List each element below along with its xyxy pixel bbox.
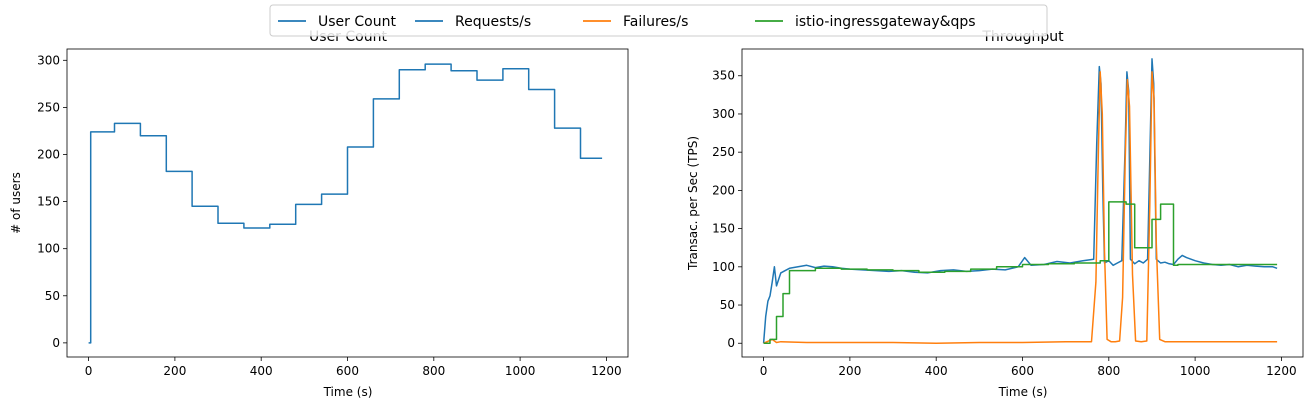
throughput-ytick-label: 100 bbox=[712, 260, 735, 274]
throughput-xtick-label: 0 bbox=[760, 364, 768, 378]
throughput-ytick-label: 0 bbox=[727, 336, 735, 350]
throughput-ylabel: Transac. per Sec (TPS) bbox=[686, 136, 700, 271]
user-count-ytick-label: 100 bbox=[37, 242, 60, 256]
throughput-series-requests-s bbox=[762, 58, 1278, 344]
user-count-ytick-label: 150 bbox=[37, 195, 60, 209]
user-count-xtick-label: 0 bbox=[85, 364, 93, 378]
throughput-xtick-label: 1000 bbox=[1180, 364, 1211, 378]
user-count-xtick-label: 200 bbox=[163, 364, 186, 378]
user-count-plot-area bbox=[88, 63, 603, 344]
user-count-xtick-label: 1200 bbox=[591, 364, 622, 378]
legend: User Count Requests/s Failures/s istio-ingr… bbox=[269, 4, 1048, 37]
user-count-axes-frame bbox=[66, 48, 629, 358]
user-count-xtick-label: 800 bbox=[422, 364, 445, 378]
throughput-xtick-label: 1200 bbox=[1266, 364, 1297, 378]
throughput-ytick-label: 250 bbox=[712, 145, 735, 159]
throughput-xtick-label: 600 bbox=[1011, 364, 1034, 378]
throughput-xtick-label: 400 bbox=[925, 364, 948, 378]
user-count-xtick-label: 1000 bbox=[505, 364, 536, 378]
user-count-ytick-label: 50 bbox=[45, 289, 60, 303]
legend-label-user-count: User Count bbox=[318, 14, 396, 30]
user-count-ylabel: # of users bbox=[9, 172, 23, 234]
throughput-xtick-label: 800 bbox=[1097, 364, 1120, 378]
legend-label-requests-s: Requests/s bbox=[455, 14, 531, 30]
throughput-ytick-label: 150 bbox=[712, 222, 735, 236]
user-count-xtick-label: 400 bbox=[250, 364, 273, 378]
throughput-ytick-label: 300 bbox=[712, 107, 735, 121]
user-count-ytick-label: 0 bbox=[52, 336, 60, 350]
throughput-plot-area bbox=[762, 58, 1278, 344]
user-count-series-user-count bbox=[88, 63, 603, 344]
legend-label-istio-ingressgateway-qps: istio-ingressgateway&qps bbox=[795, 14, 976, 30]
legend-box bbox=[269, 4, 1048, 37]
throughput-ytick-label: 350 bbox=[712, 69, 735, 83]
user-count-panel: User Count 0 200 400 600 800 1000 120005010015… bbox=[9, 29, 629, 399]
user-count-xtick-label: 600 bbox=[336, 364, 359, 378]
throughput-ytick-label: 50 bbox=[720, 298, 735, 312]
user-count-xlabel: Time (s) bbox=[323, 385, 373, 399]
throughput-xtick-label: 200 bbox=[838, 364, 861, 378]
user-count-ytick-label: 200 bbox=[37, 147, 60, 161]
user-count-ytick-label: 250 bbox=[37, 100, 60, 114]
user-count-ticks: 0 200 400 600 800 1000 1200 0 50 100 150 200 250 300 bbox=[37, 53, 622, 378]
throughput-series-failures-s bbox=[763, 71, 1278, 344]
legend-label-failures-s: Failures/s bbox=[623, 14, 688, 30]
throughput-series-istio-ingressgateway-qps bbox=[763, 201, 1278, 344]
throughput-ytick-label: 200 bbox=[712, 183, 735, 197]
throughput-axes-frame bbox=[741, 48, 1304, 358]
user-count-ytick-label: 300 bbox=[37, 53, 60, 67]
throughput-ticks: 0 200 400 600 800 1000 1200 0 50 100 150 200 250 300 3… bbox=[712, 69, 1297, 378]
throughput-panel: Throughput 0 200 400 600 800 1000 120005010015… bbox=[686, 29, 1304, 399]
throughput-xlabel: Time (s) bbox=[998, 385, 1048, 399]
